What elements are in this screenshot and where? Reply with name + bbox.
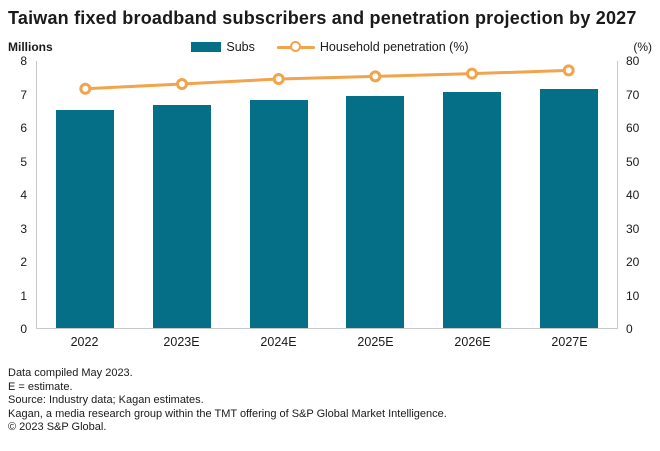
- footer-line: © 2023 S&P Global.: [8, 421, 107, 434]
- bar-slot: [424, 61, 521, 328]
- subs-bar-2022: [56, 110, 115, 328]
- footer-notes: Data compiled May 2023. E = estimate. Sour…: [8, 367, 652, 435]
- subs-bar-2023E: [153, 105, 211, 328]
- x-axis-labels: 2022 2023E 2024E 2025E 2026E 2027E: [8, 329, 652, 355]
- subs-bar-2026E: [443, 92, 502, 328]
- right-y-axis: 0 10 20 30 40 50 60 70 80: [618, 55, 652, 335]
- footer-line: Source: Industry data; Kagan estimates.: [8, 394, 204, 407]
- right-axis-tick-label: 60: [626, 121, 640, 135]
- x-axis-tick-label: 2026E: [454, 335, 491, 349]
- chart-title: Taiwan fixed broadband subscribers and p…: [8, 8, 637, 28]
- right-axis-tick-label: 30: [626, 221, 640, 236]
- x-axis-tick-label: 2025E: [357, 335, 394, 349]
- right-axis-tick-label: 20: [626, 255, 640, 269]
- left-axis-unit-label: Millions: [8, 40, 53, 54]
- legend-penetration-label: Household penetration (%): [319, 40, 469, 54]
- subs-bar-2027E: [539, 88, 598, 328]
- left-axis-tick-label: 2: [20, 255, 27, 269]
- subs-bar-2025E: [346, 95, 405, 328]
- legend: Subs Household penetration (%): [8, 40, 652, 54]
- footer-line: Data compiled May 2023.: [8, 367, 133, 379]
- right-axis-unit-label: (%): [633, 40, 652, 54]
- chart-area: 0 1 2 3 4 5 6 7 8 0 10 20 30 40 50 60 70 80: [8, 55, 652, 335]
- left-axis-tick-label: 7: [20, 87, 27, 102]
- bar-slot: [230, 61, 327, 328]
- right-axis-tick-label: 70: [626, 87, 640, 102]
- x-axis-tick-label: 2024E: [260, 335, 297, 349]
- legend-item-subs: Subs: [191, 40, 255, 54]
- x-axis-label-track: 2022 2023E 2024E 2025E 2026E 2027E: [36, 335, 618, 349]
- left-axis-tick-label: 8: [20, 54, 27, 68]
- bar-slot: [134, 61, 231, 328]
- right-axis-tick-label: 80: [626, 54, 640, 68]
- right-axis-tick-label: 40: [626, 188, 640, 202]
- legend-row: Millions Subs Household penetration (%) …: [8, 37, 652, 57]
- legend-subs-label: Subs: [226, 40, 255, 54]
- legend-item-penetration: Household penetration (%): [276, 40, 469, 54]
- subs-bar-2024E: [249, 100, 308, 328]
- x-axis-tick-label: 2022: [70, 335, 99, 349]
- x-axis-tick-label: 2023E: [163, 335, 200, 349]
- footer-line: Kagan, a media research group within the…: [8, 407, 447, 420]
- x-axis-tick-label: 2027E: [551, 335, 588, 349]
- left-axis-tick-label: 6: [20, 121, 27, 135]
- bars-layer: [37, 61, 617, 328]
- bar-slot: [520, 61, 617, 328]
- left-axis-tick-label: 3: [20, 221, 27, 236]
- bar-slot: [37, 61, 134, 328]
- left-axis-tick-label: 1: [20, 288, 27, 303]
- footer-line: E = estimate.: [8, 380, 73, 393]
- bar-slot: [327, 61, 424, 328]
- left-y-axis: 0 1 2 3 4 5 6 7 8: [8, 55, 36, 335]
- plot-area: [36, 61, 618, 329]
- line-marker-swatch-icon: [276, 41, 315, 53]
- left-axis-tick-label: 4: [20, 188, 27, 202]
- bar-swatch-icon: [191, 42, 222, 52]
- left-axis-tick-label: 5: [20, 154, 27, 169]
- right-axis-tick-label: 0: [626, 322, 633, 336]
- left-axis-tick-label: 0: [20, 322, 27, 336]
- right-axis-tick-label: 10: [626, 288, 640, 303]
- right-axis-tick-label: 50: [626, 154, 640, 169]
